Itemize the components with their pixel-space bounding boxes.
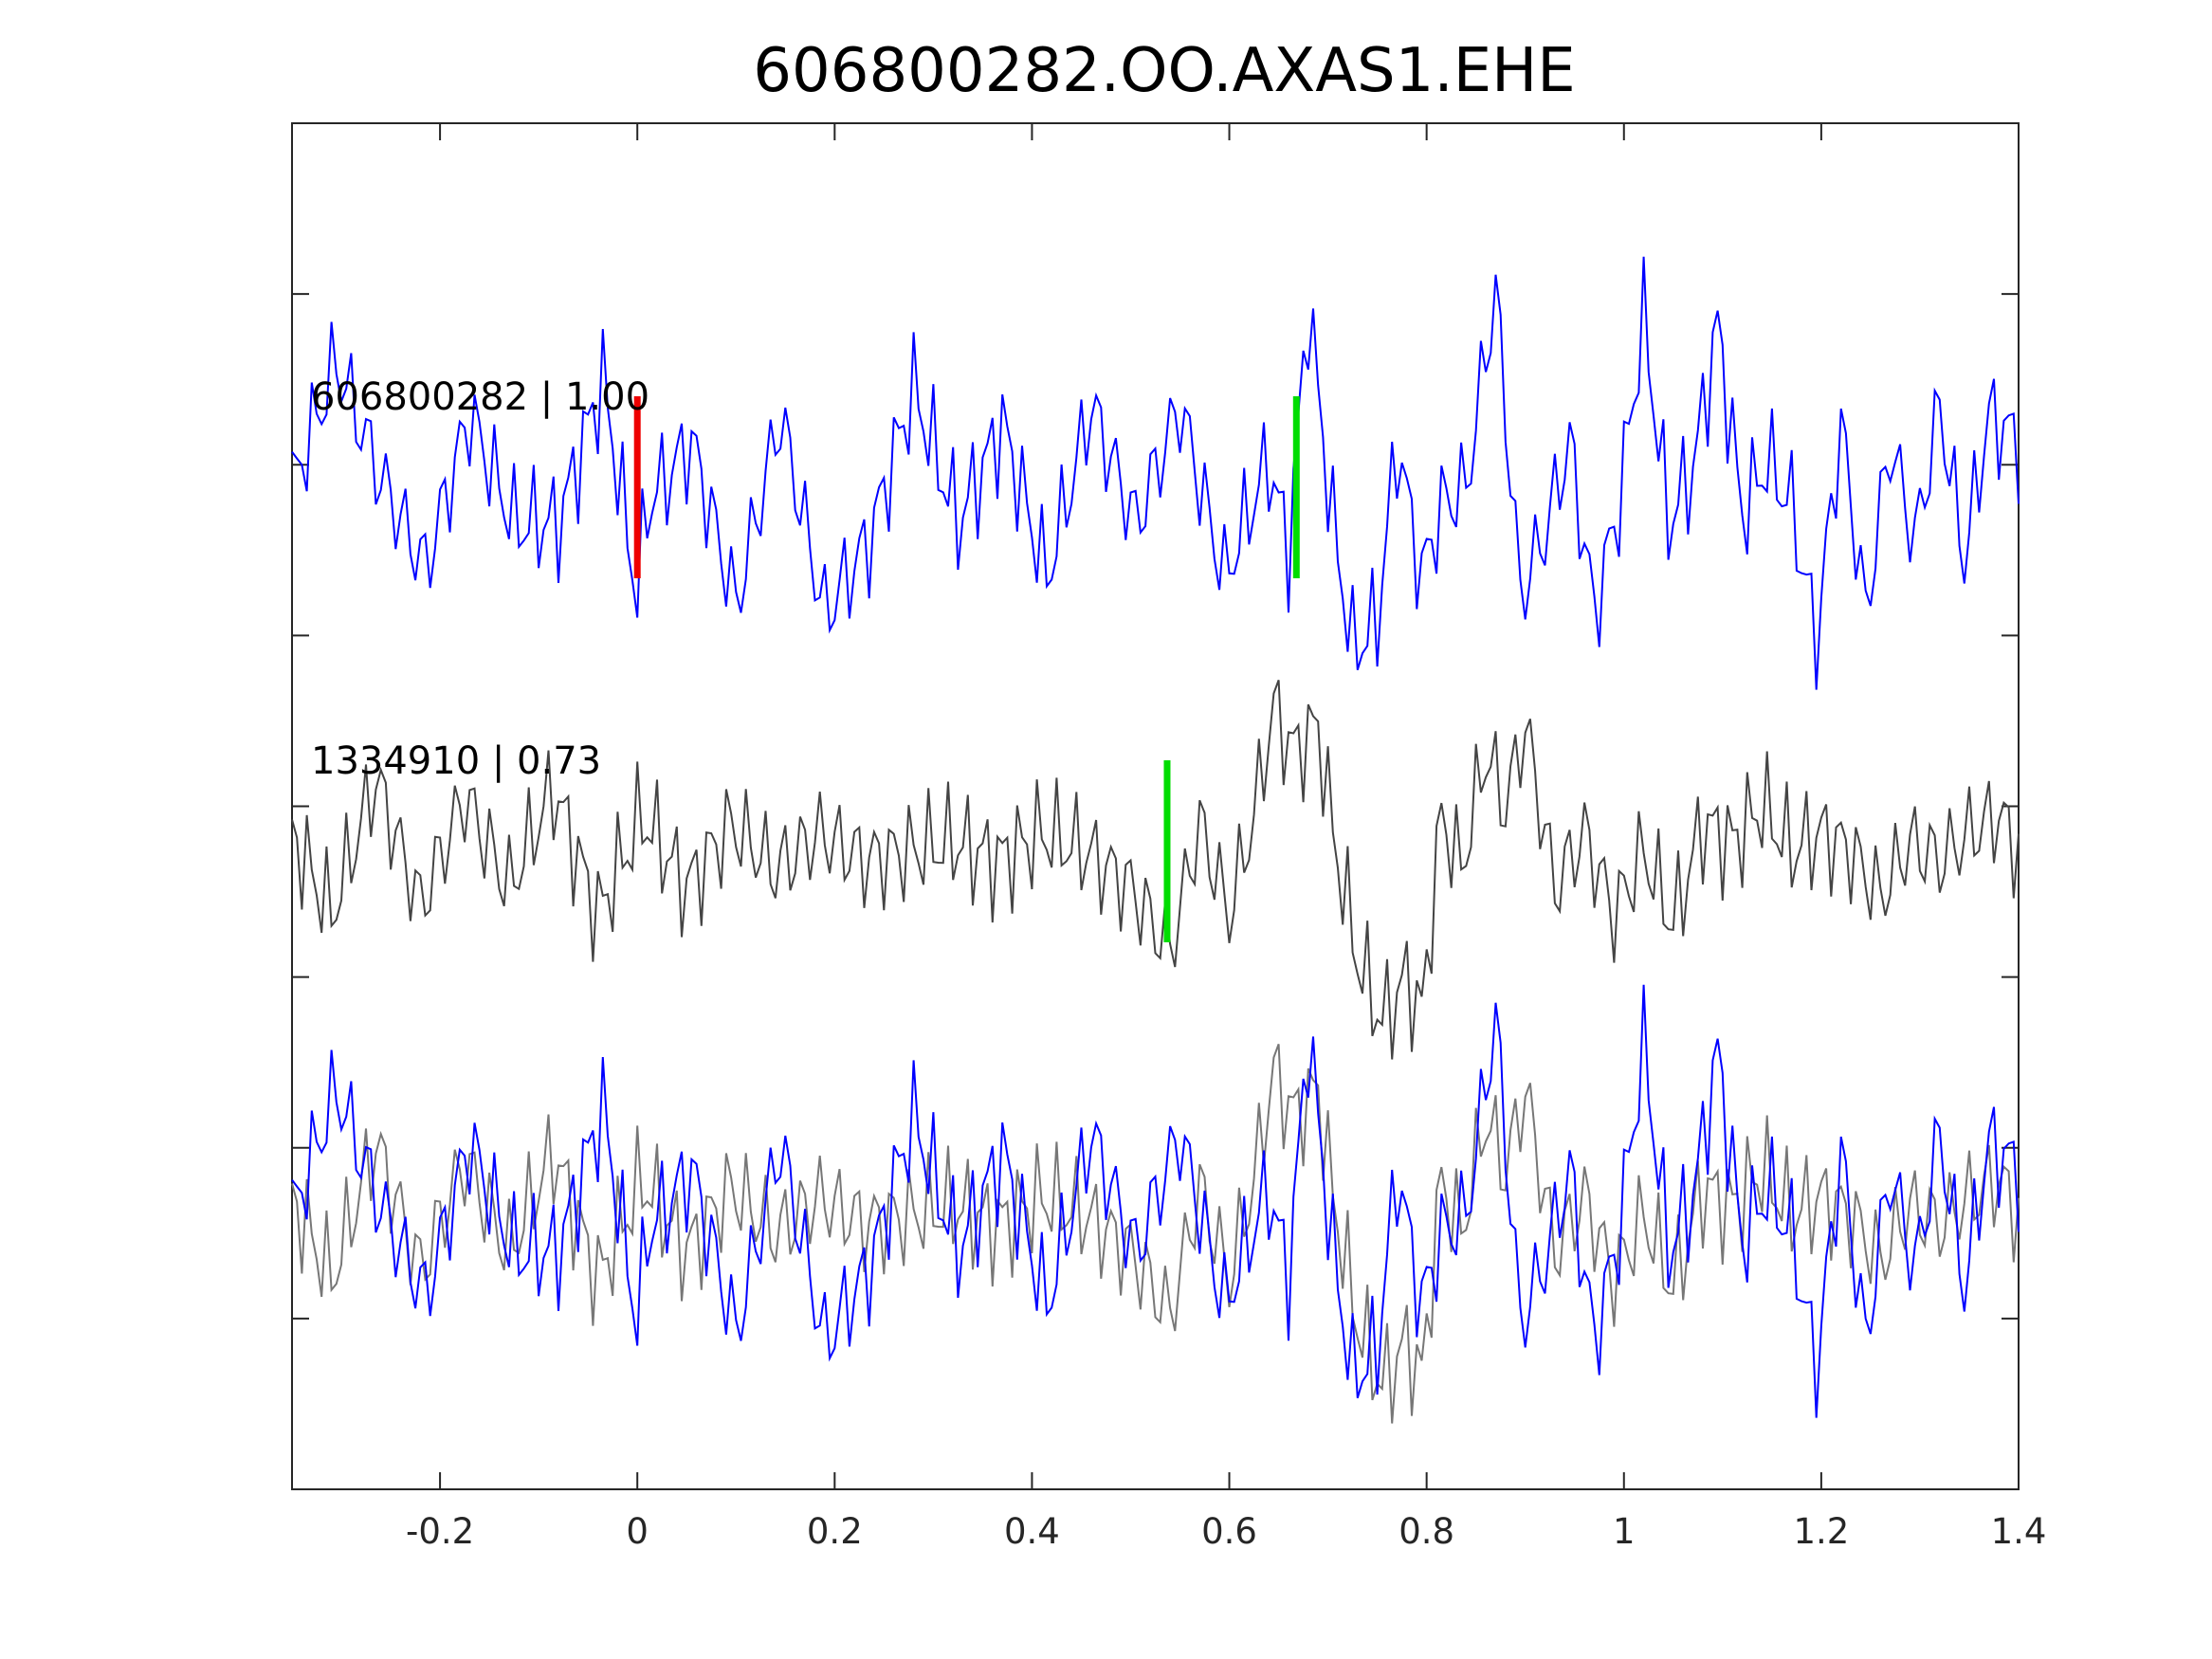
x-tick-label: 0.8	[1398, 1511, 1454, 1552]
x-tick-label: 0.2	[807, 1511, 863, 1552]
x-axis-tick-labels: -0.2 0 0.2 0.4 0.6 0.8 1 1.2 1.4	[406, 1511, 2046, 1552]
trace-label-606800282: 606800282 | 1.00	[311, 375, 649, 419]
x-tick-label: 0.4	[1004, 1511, 1060, 1552]
chart-title: 606800282.OO.AXAS1.EHE	[753, 36, 1575, 106]
plot-area	[291, 122, 2020, 1490]
x-tick-label: 0.6	[1201, 1511, 1257, 1552]
trace-label-1334910: 1334910 | 0.73	[311, 739, 601, 783]
overlay-trace-606800282	[291, 984, 2020, 1418]
trace-labels: 606800282 | 1.00 1334910 | 0.73	[311, 375, 649, 783]
x-tick-label: 1	[1613, 1511, 1636, 1552]
x-tick-label: 1.2	[1793, 1511, 1849, 1552]
trace-606800282	[291, 256, 2020, 690]
x-tick-label: 1.4	[1991, 1511, 2047, 1552]
x-tick-label: 0	[626, 1511, 649, 1552]
x-tick-label: -0.2	[406, 1511, 474, 1552]
trace-1334910	[291, 680, 2020, 1060]
